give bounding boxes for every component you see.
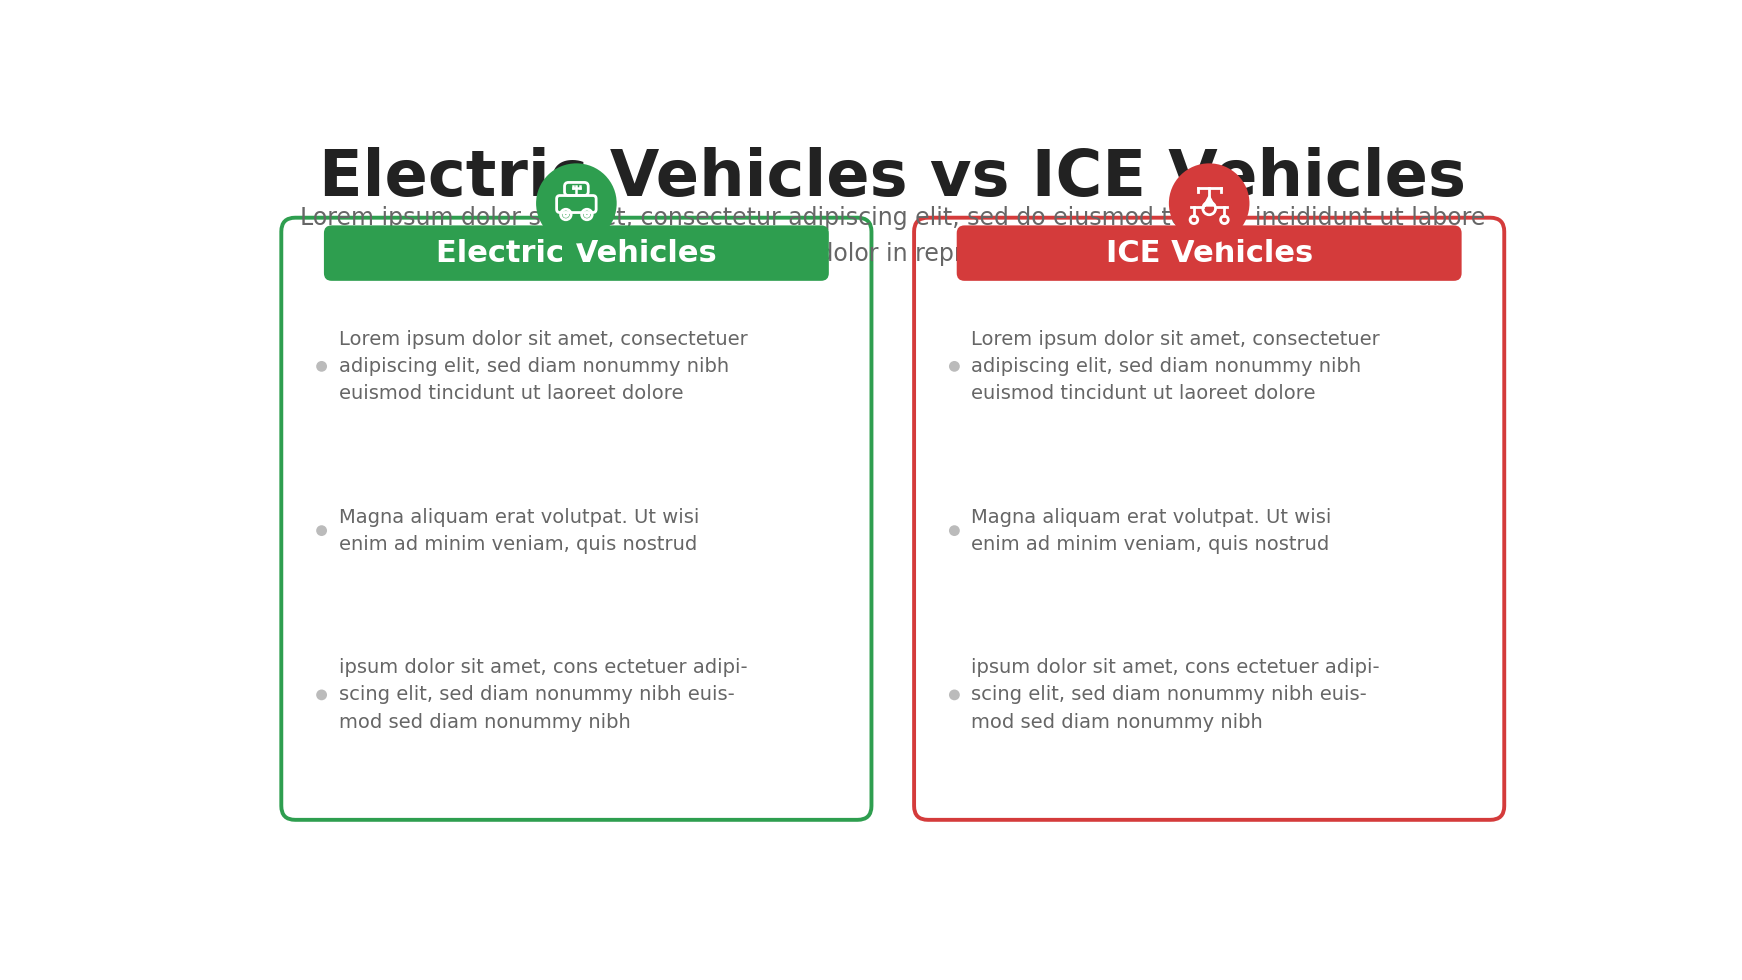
Circle shape bbox=[949, 690, 960, 701]
FancyBboxPatch shape bbox=[956, 225, 1462, 281]
Circle shape bbox=[317, 525, 327, 536]
Text: Lorem ipsum dolor sit amet, consectetur adipiscing elit, sed do eiusmod tempor i: Lorem ipsum dolor sit amet, consectetur … bbox=[300, 206, 1486, 266]
FancyBboxPatch shape bbox=[915, 218, 1505, 820]
Circle shape bbox=[949, 361, 960, 371]
Text: ICE Vehicles: ICE Vehicles bbox=[1106, 238, 1313, 268]
Circle shape bbox=[949, 525, 960, 536]
Circle shape bbox=[317, 361, 327, 371]
Circle shape bbox=[537, 164, 617, 243]
Text: Magna aliquam erat volutpat. Ut wisi
enim ad minim veniam, quis nostrud: Magna aliquam erat volutpat. Ut wisi eni… bbox=[338, 508, 699, 554]
Circle shape bbox=[1169, 164, 1249, 243]
Polygon shape bbox=[1205, 197, 1214, 205]
Text: Lorem ipsum dolor sit amet, consectetuer
adipiscing elit, sed diam nonummy nibh
: Lorem ipsum dolor sit amet, consectetuer… bbox=[972, 329, 1380, 403]
Circle shape bbox=[317, 690, 327, 701]
Text: ipsum dolor sit amet, cons ectetuer adipi-
scing elit, sed diam nonummy nibh eui: ipsum dolor sit amet, cons ectetuer adip… bbox=[972, 659, 1380, 732]
Text: ipsum dolor sit amet, cons ectetuer adipi-
scing elit, sed diam nonummy nibh eui: ipsum dolor sit amet, cons ectetuer adip… bbox=[338, 659, 747, 732]
Text: Lorem ipsum dolor sit amet, consectetuer
adipiscing elit, sed diam nonummy nibh
: Lorem ipsum dolor sit amet, consectetuer… bbox=[338, 329, 747, 403]
Text: Magna aliquam erat volutpat. Ut wisi
enim ad minim veniam, quis nostrud: Magna aliquam erat volutpat. Ut wisi eni… bbox=[972, 508, 1333, 554]
FancyBboxPatch shape bbox=[324, 225, 829, 281]
Text: Electric Vehicles: Electric Vehicles bbox=[436, 238, 716, 268]
Text: Electric Vehicles vs ICE Vehicles: Electric Vehicles vs ICE Vehicles bbox=[319, 147, 1467, 209]
FancyBboxPatch shape bbox=[280, 218, 871, 820]
